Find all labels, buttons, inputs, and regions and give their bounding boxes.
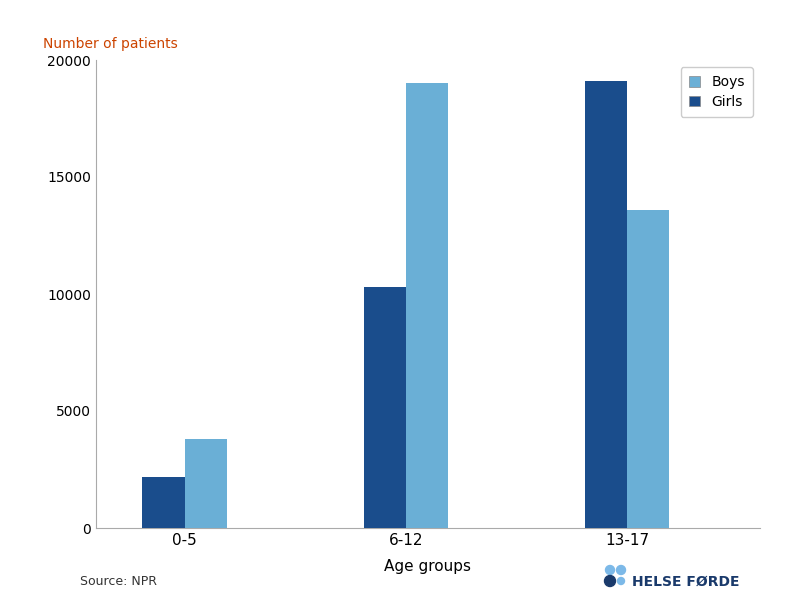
Circle shape xyxy=(605,575,615,587)
Bar xyxy=(142,476,185,528)
Circle shape xyxy=(606,565,614,575)
Text: HELSE FØRDE: HELSE FØRDE xyxy=(632,575,739,589)
X-axis label: Age groups: Age groups xyxy=(385,559,471,574)
Bar xyxy=(406,83,448,528)
Bar xyxy=(585,81,627,528)
Text: Source: NPR: Source: NPR xyxy=(80,575,157,588)
Bar xyxy=(185,439,226,528)
Circle shape xyxy=(617,565,626,575)
Text: Number of patients: Number of patients xyxy=(43,37,178,50)
Bar xyxy=(627,210,670,528)
Legend: Boys, Girls: Boys, Girls xyxy=(681,67,753,117)
Bar xyxy=(364,287,406,528)
Circle shape xyxy=(618,577,625,584)
